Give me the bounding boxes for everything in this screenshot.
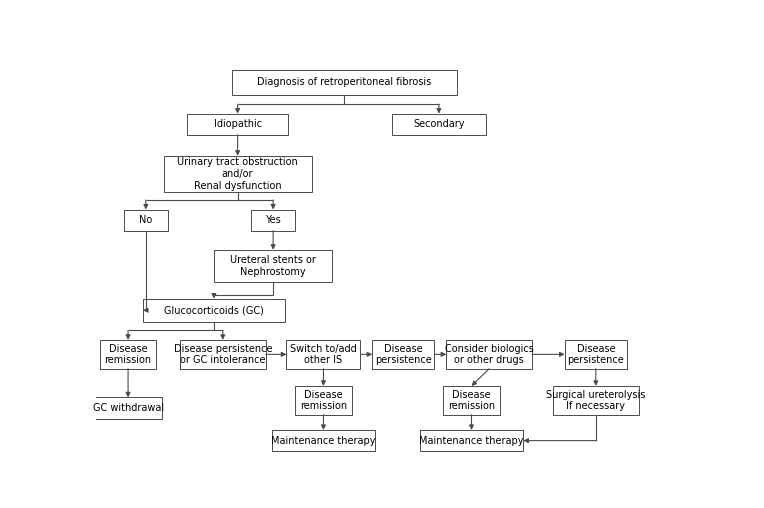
Text: Ureteral stents or
Nephrostomy: Ureteral stents or Nephrostomy xyxy=(230,256,316,277)
FancyBboxPatch shape xyxy=(553,386,639,415)
FancyBboxPatch shape xyxy=(272,430,375,451)
Text: Glucocorticoids (GC): Glucocorticoids (GC) xyxy=(164,305,264,315)
FancyBboxPatch shape xyxy=(391,114,486,135)
Text: Secondary: Secondary xyxy=(413,119,465,129)
FancyBboxPatch shape xyxy=(286,340,361,369)
Text: Disease persistence
or GC intolerance: Disease persistence or GC intolerance xyxy=(173,343,272,365)
FancyBboxPatch shape xyxy=(443,386,500,415)
FancyBboxPatch shape xyxy=(214,250,332,282)
FancyBboxPatch shape xyxy=(163,156,312,193)
FancyBboxPatch shape xyxy=(446,340,533,369)
Text: Consider biologics
or other drugs: Consider biologics or other drugs xyxy=(445,343,534,365)
FancyBboxPatch shape xyxy=(143,299,285,322)
FancyBboxPatch shape xyxy=(187,114,288,135)
FancyBboxPatch shape xyxy=(565,340,627,369)
FancyBboxPatch shape xyxy=(100,340,156,369)
Text: Switch to/add
other IS: Switch to/add other IS xyxy=(290,343,357,365)
Text: Disease
persistence: Disease persistence xyxy=(568,343,624,365)
Text: No: No xyxy=(139,215,153,225)
Text: GC withdrawal: GC withdrawal xyxy=(92,403,163,413)
FancyBboxPatch shape xyxy=(419,430,523,451)
Text: Maintenance therapy: Maintenance therapy xyxy=(271,436,376,446)
Text: Disease
remission: Disease remission xyxy=(448,390,495,411)
Text: Yes: Yes xyxy=(265,215,281,225)
FancyBboxPatch shape xyxy=(372,340,435,369)
Text: Idiopathic: Idiopathic xyxy=(214,119,261,129)
FancyBboxPatch shape xyxy=(94,397,162,419)
Text: Disease
persistence: Disease persistence xyxy=(375,343,432,365)
Text: Disease
remission: Disease remission xyxy=(105,343,151,365)
Text: Maintenance therapy: Maintenance therapy xyxy=(419,436,524,446)
FancyBboxPatch shape xyxy=(124,210,168,231)
FancyBboxPatch shape xyxy=(296,386,351,415)
FancyBboxPatch shape xyxy=(180,340,266,369)
Text: Urinary tract obstruction
and/or
Renal dysfunction: Urinary tract obstruction and/or Renal d… xyxy=(177,157,298,190)
Text: Surgical ureterolysis
If necessary: Surgical ureterolysis If necessary xyxy=(546,390,646,411)
FancyBboxPatch shape xyxy=(231,70,457,94)
Text: Diagnosis of retroperitoneal fibrosis: Diagnosis of retroperitoneal fibrosis xyxy=(257,77,432,87)
FancyBboxPatch shape xyxy=(251,210,296,231)
Text: Disease
remission: Disease remission xyxy=(300,390,347,411)
